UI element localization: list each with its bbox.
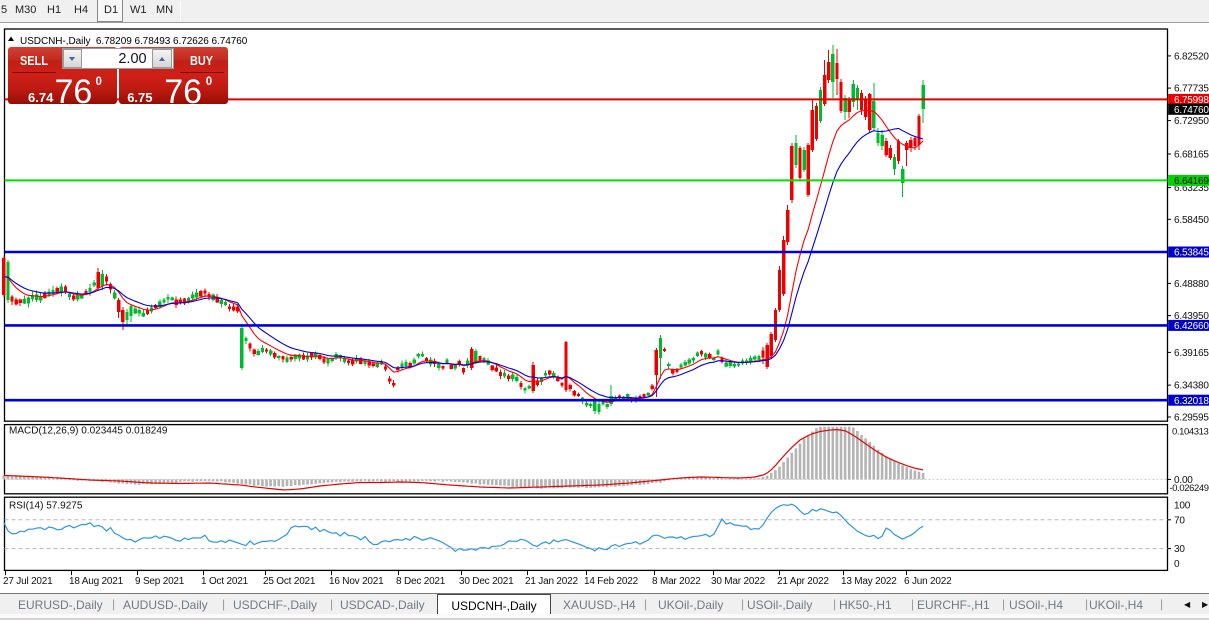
svg-text:0.00: 0.00 xyxy=(1174,475,1193,486)
svg-text:RSI(14) 57.9275: RSI(14) 57.9275 xyxy=(9,501,83,512)
svg-text:30: 30 xyxy=(1174,544,1185,555)
svg-text:6.42660: 6.42660 xyxy=(1174,321,1209,332)
svg-text:30 Mar 2022: 30 Mar 2022 xyxy=(711,576,766,587)
svg-text:18 Aug 2021: 18 Aug 2021 xyxy=(69,576,124,587)
svg-text:6.68165: 6.68165 xyxy=(1174,150,1209,161)
svg-text:6.63235: 6.63235 xyxy=(1174,183,1209,194)
svg-text:6.77735: 6.77735 xyxy=(1174,84,1209,95)
svg-text:6.64169: 6.64169 xyxy=(1174,176,1209,187)
svg-text:70: 70 xyxy=(1174,515,1185,526)
svg-text:6.39165: 6.39165 xyxy=(1174,348,1209,359)
svg-text:MACD(12,26,9) 0.023445 0.01824: MACD(12,26,9) 0.023445 0.018249 xyxy=(9,426,168,437)
svg-text:6.75998: 6.75998 xyxy=(1174,95,1209,106)
svg-text:16 Nov 2021: 16 Nov 2021 xyxy=(329,576,384,587)
svg-text:8 Dec 2021: 8 Dec 2021 xyxy=(396,576,446,587)
svg-text:21 Apr 2022: 21 Apr 2022 xyxy=(777,576,829,587)
svg-text:6.74760: 6.74760 xyxy=(1174,105,1209,116)
svg-text:6.43950: 6.43950 xyxy=(1174,311,1209,322)
svg-text:6.32018: 6.32018 xyxy=(1174,396,1209,407)
svg-text:1 Oct 2021: 1 Oct 2021 xyxy=(201,576,249,587)
svg-text:6.29595: 6.29595 xyxy=(1174,413,1209,424)
svg-text:100: 100 xyxy=(1174,501,1191,512)
svg-text:9 Sep 2021: 9 Sep 2021 xyxy=(135,576,185,587)
svg-text:8 Mar 2022: 8 Mar 2022 xyxy=(652,576,701,587)
svg-text:6.34380: 6.34380 xyxy=(1174,381,1209,392)
svg-text:0.104313: 0.104313 xyxy=(1172,427,1209,438)
svg-text:0: 0 xyxy=(1174,559,1180,570)
svg-text:-0.026249: -0.026249 xyxy=(1170,483,1209,494)
svg-text:6.72950: 6.72950 xyxy=(1174,116,1209,127)
svg-text:27 Jul 2021: 27 Jul 2021 xyxy=(3,576,53,587)
svg-text:30 Dec 2021: 30 Dec 2021 xyxy=(459,576,514,587)
svg-text:6.53845: 6.53845 xyxy=(1174,248,1209,259)
svg-text:6.58450: 6.58450 xyxy=(1174,215,1209,226)
svg-text:25 Oct 2021: 25 Oct 2021 xyxy=(263,576,316,587)
svg-text:14 Feb 2022: 14 Feb 2022 xyxy=(584,576,639,587)
svg-text:6.48880: 6.48880 xyxy=(1174,279,1209,290)
svg-text:21 Jan 2022: 21 Jan 2022 xyxy=(525,576,578,587)
svg-text:6.82520: 6.82520 xyxy=(1174,52,1209,63)
svg-text:6 Jun 2022: 6 Jun 2022 xyxy=(904,576,952,587)
svg-text:13 May 2022: 13 May 2022 xyxy=(841,576,897,587)
svg-text:USDCNH-,Daily 6.78209 6.78493: USDCNH-,Daily 6.78209 6.78493 6.72626 6.… xyxy=(20,36,248,47)
